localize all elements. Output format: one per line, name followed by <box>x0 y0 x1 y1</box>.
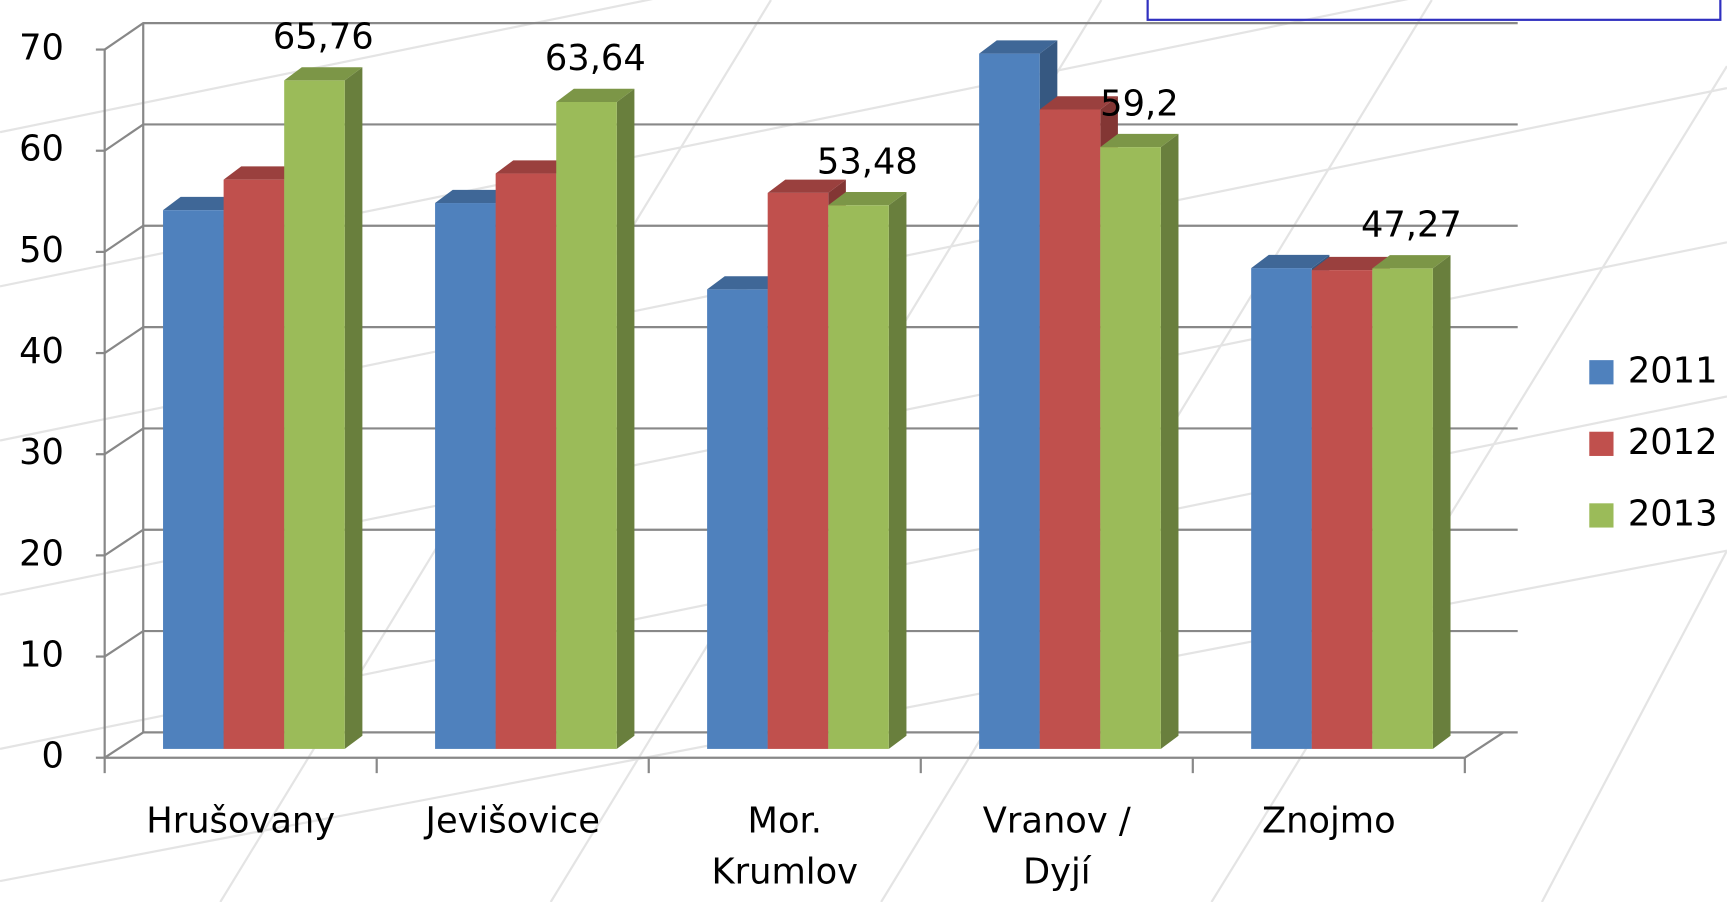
y-tick-label: 50 <box>19 230 64 271</box>
bar-front <box>707 289 768 749</box>
y-tick-label: 30 <box>19 432 64 473</box>
x-tick-label: Hrušovany <box>146 799 336 842</box>
x-tick-label-box: Mor. Krumlov <box>711 799 858 893</box>
floor-edge <box>1464 731 1504 759</box>
data-label: 65,76 <box>273 17 374 58</box>
bar-front <box>1039 109 1101 749</box>
bar-front <box>767 192 829 749</box>
legend-swatch <box>1589 360 1614 385</box>
bar-side <box>888 192 907 749</box>
bar-front <box>1311 270 1373 749</box>
bar-side <box>1432 255 1451 749</box>
legend-label: 2012 <box>1628 422 1718 463</box>
x-tick-label-box: Znojmo <box>1261 799 1396 842</box>
bar-top <box>556 88 635 102</box>
legend-label: 2011 <box>1628 350 1718 391</box>
bar-front <box>163 210 224 749</box>
bar-front <box>495 173 557 749</box>
bar-front <box>284 80 345 749</box>
y-tick-label: 0 <box>42 736 64 777</box>
bar-front <box>223 179 285 749</box>
bar-front <box>1372 268 1433 749</box>
bar-top <box>979 40 1058 54</box>
bar-front <box>556 101 617 749</box>
bar-top <box>767 179 846 193</box>
bar-top <box>495 160 574 174</box>
bar-top <box>1372 255 1451 269</box>
cropped-box <box>1146 0 1722 21</box>
bar <box>1372 255 1451 749</box>
bar-top <box>707 276 786 290</box>
y-tick-label: 10 <box>19 635 64 676</box>
x-tick-label: Jevišovice <box>425 799 600 842</box>
x-tick-label: Vranov / Dyjí <box>982 799 1131 893</box>
bar-side <box>1160 133 1179 749</box>
y-tick-label: 60 <box>19 129 64 170</box>
bar-front <box>1100 147 1161 749</box>
x-tick-label-box: Vranov / Dyjí <box>982 799 1131 893</box>
bar-top <box>1100 133 1179 148</box>
bar <box>284 67 363 749</box>
bar-front <box>435 203 496 749</box>
legend-swatch <box>1589 431 1614 456</box>
y-tick-label: 20 <box>19 533 64 574</box>
bar-side <box>344 67 363 749</box>
bar-front <box>979 53 1040 749</box>
x-tick-label-box: Hrušovany <box>146 799 336 842</box>
x-tick-label: Mor. Krumlov <box>711 799 858 893</box>
bar-front <box>828 205 889 749</box>
data-label: 63,64 <box>545 38 646 79</box>
bar <box>828 192 907 749</box>
bar-top <box>223 166 302 180</box>
bar-top <box>435 189 514 204</box>
grid-line <box>104 22 1518 51</box>
bar-top <box>828 192 907 206</box>
bar-top <box>1251 254 1330 269</box>
bar <box>556 88 635 749</box>
data-label: 59,2 <box>1100 83 1178 124</box>
legend-label: 2013 <box>1628 493 1718 534</box>
bar-top <box>1039 96 1118 110</box>
bar-front <box>1251 268 1312 749</box>
bar-top <box>284 67 363 81</box>
data-label: 47,27 <box>1361 205 1462 246</box>
bar-top <box>1311 256 1390 271</box>
data-label: 53,48 <box>817 141 918 182</box>
y-tick-label: 40 <box>19 331 64 372</box>
x-tick-label-box: Jevišovice <box>425 799 600 842</box>
x-tick-label: Znojmo <box>1261 799 1396 842</box>
bar-top <box>163 196 242 211</box>
bar-side <box>616 88 635 749</box>
bar <box>1100 133 1179 749</box>
y-tick-label: 70 <box>19 28 64 69</box>
legend-swatch <box>1589 503 1614 528</box>
